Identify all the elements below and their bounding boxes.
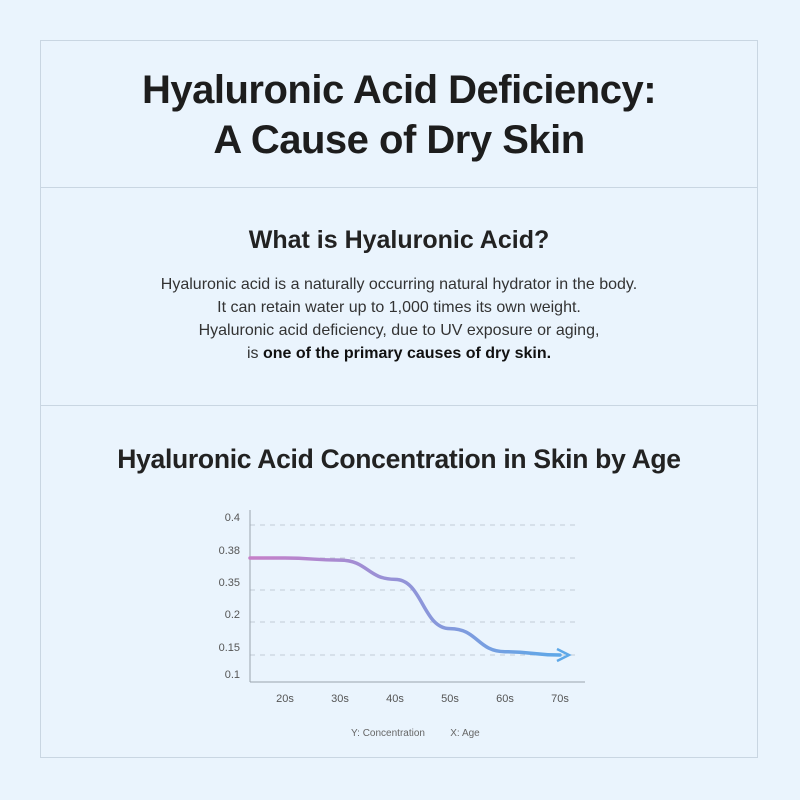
- y-tick-label: 0.35: [219, 577, 240, 589]
- x-tick-label: 70s: [551, 693, 569, 705]
- title-line-1: Hyaluronic Acid Deficiency:: [141, 68, 657, 112]
- title-line-2: A Cause of Dry Skin: [213, 118, 585, 162]
- chart-section: Hyaluronic Acid Concentration in Skin by…: [41, 406, 757, 759]
- y-tick-label: 0.15: [219, 642, 240, 654]
- intro-line: It can retain water up to 1,000 times it…: [217, 299, 581, 316]
- intro-heading: What is Hyaluronic Acid?: [248, 226, 550, 254]
- y-tick-label: 0.4: [225, 512, 240, 524]
- intro-body: Hyaluronic acid is a naturally occurring…: [41, 273, 757, 365]
- intro-section: What is Hyaluronic Acid? Hyaluronic acid…: [41, 188, 757, 406]
- chart-title: Hyaluronic Acid Concentration in Skin by…: [117, 444, 681, 474]
- x-tick-label: 20s: [276, 693, 294, 705]
- intro-line: Hyaluronic acid deficiency, due to UV ex…: [198, 322, 600, 339]
- legend-x: X: Age: [450, 728, 480, 739]
- intro-emphasis: one of the primary causes of dry skin.: [262, 345, 552, 362]
- header-section: Hyaluronic Acid Deficiency: A Cause of D…: [41, 41, 757, 188]
- legend-y: Y: Concentration: [351, 728, 425, 739]
- y-tick-label: 0.2: [225, 609, 240, 621]
- y-tick-label: 0.1: [225, 669, 240, 681]
- data-line: [248, 556, 562, 657]
- x-tick-label: 60s: [496, 693, 514, 705]
- x-tick-label: 50s: [441, 693, 459, 705]
- x-tick-label: 40s: [386, 693, 404, 705]
- x-tick-label: 30s: [331, 693, 349, 705]
- intro-prefix: is: [246, 345, 263, 362]
- y-tick-label: 0.38: [219, 545, 240, 557]
- intro-line: Hyaluronic acid is a naturally occurring…: [160, 276, 638, 293]
- infographic-frame: Hyaluronic Acid Deficiency: A Cause of D…: [40, 40, 758, 758]
- arrow-head: [556, 647, 572, 663]
- intro-line: is one of the primary causes of dry skin…: [41, 342, 757, 365]
